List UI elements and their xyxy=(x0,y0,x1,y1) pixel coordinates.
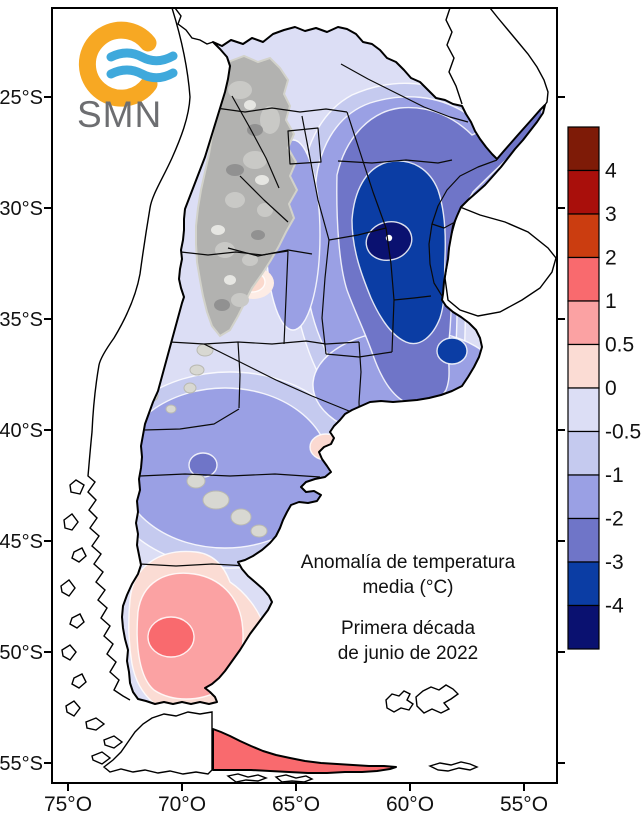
lat-tick-label: 25°S xyxy=(0,87,43,109)
chile-coastline xyxy=(87,9,191,701)
south-islands xyxy=(226,773,268,782)
isla-de-los-estados xyxy=(428,761,479,772)
andes-terrain xyxy=(195,54,299,338)
legend-label: -2 xyxy=(605,508,624,531)
south-islands-2 xyxy=(274,774,314,782)
legend-label: 0.5 xyxy=(605,334,634,357)
legend-swatch xyxy=(567,561,600,607)
neighbour-borders xyxy=(60,9,556,782)
brazil-border-line xyxy=(489,9,549,106)
falkland-west xyxy=(385,690,414,713)
legend-label: 2 xyxy=(605,247,617,270)
annotation-line3: Primera década xyxy=(341,618,476,639)
lat-tick-label: 40°S xyxy=(0,420,43,442)
legend-swatch xyxy=(567,517,600,563)
legend-swatch xyxy=(567,343,600,389)
legend-swatch xyxy=(567,604,600,650)
legend-label: -3 xyxy=(605,551,624,574)
province-borders xyxy=(139,63,498,567)
falkland-east xyxy=(415,684,460,714)
latitude-labels: 25°S 30°S 35°S 40°S 45°S 50°S 55°S xyxy=(0,87,43,775)
argentina-outline xyxy=(121,26,546,705)
latitude-axis xyxy=(44,96,565,764)
legend-swatch xyxy=(567,213,600,259)
legend-label: -0.5 xyxy=(605,421,641,444)
legend-swatch xyxy=(567,430,600,476)
longitude-axis xyxy=(67,783,525,791)
smn-logo-wave-icon xyxy=(106,65,178,83)
smn-logo: SMN xyxy=(77,21,178,135)
longitude-labels: 75°O 70°O 65°O 60°O 55°O xyxy=(44,793,548,816)
lat-tick-label: 50°S xyxy=(0,642,43,664)
legend-swatch xyxy=(567,256,600,302)
chilean-tierra-del-fuego xyxy=(102,711,213,775)
legend-label: 1 xyxy=(605,290,617,313)
legend-labels: 4 3 2 1 0.5 0 -0.5 -1 -2 -3 -4 xyxy=(605,160,641,618)
legend-swatch xyxy=(567,300,600,346)
smn-logo-wave-icon xyxy=(106,48,178,66)
tierra-del-fuego xyxy=(212,728,397,774)
chile-fjord-islands xyxy=(60,479,140,770)
legend-swatch xyxy=(567,169,600,215)
lat-tick-label: 35°S xyxy=(0,309,43,331)
lon-tick-label: 55°O xyxy=(500,793,548,816)
legend-label: -1 xyxy=(605,464,624,487)
annotation-line1: Anomalía de temperatura xyxy=(301,552,516,573)
legend-swatch xyxy=(567,126,600,172)
annotation-line4: de junio de 2022 xyxy=(338,643,479,664)
uruguay-outline xyxy=(444,203,556,317)
legend-label: 3 xyxy=(605,203,617,226)
lat-tick-label: 55°S xyxy=(0,753,43,775)
lat-tick-label: 30°S xyxy=(0,198,43,220)
color-legend: 4 3 2 1 0.5 0 -0.5 -1 -2 -3 -4 xyxy=(567,126,641,650)
legend-label: -4 xyxy=(605,595,624,618)
lon-tick-label: 75°O xyxy=(44,793,92,816)
legend-label: 4 xyxy=(605,160,617,183)
legend-label: 0 xyxy=(605,377,617,400)
map-frame xyxy=(51,7,558,784)
lat-tick-label: 45°S xyxy=(0,531,43,553)
smn-logo-text: SMN xyxy=(77,94,162,135)
paraguay-river-line xyxy=(445,9,463,105)
annotation-line2: media (°C) xyxy=(362,577,453,598)
annotation-text: Anomalía de temperatura media (°C) Prime… xyxy=(301,552,516,664)
bolivia-border-line xyxy=(174,9,214,45)
lon-tick-label: 65°O xyxy=(272,793,320,816)
lon-tick-label: 70°O xyxy=(158,793,206,816)
legend-swatch xyxy=(567,474,600,520)
smn-logo-arc-icon xyxy=(78,21,158,107)
legend-swatch xyxy=(567,387,600,433)
lon-tick-label: 60°O xyxy=(386,793,434,816)
